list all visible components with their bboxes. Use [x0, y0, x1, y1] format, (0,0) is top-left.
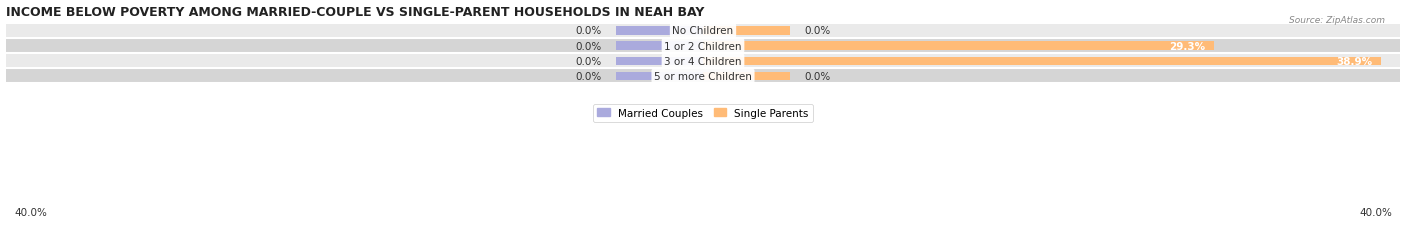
Bar: [616, 57, 703, 66]
Bar: [616, 42, 703, 51]
Text: 0.0%: 0.0%: [575, 57, 602, 67]
Bar: [703, 27, 790, 36]
Text: 38.9%: 38.9%: [1337, 57, 1372, 67]
Text: Source: ZipAtlas.com: Source: ZipAtlas.com: [1289, 16, 1385, 25]
Bar: [6, 54, 1400, 69]
Text: 29.3%: 29.3%: [1168, 41, 1205, 51]
Text: 0.0%: 0.0%: [575, 26, 602, 36]
Bar: [6, 39, 1400, 54]
Text: 0.0%: 0.0%: [575, 72, 602, 82]
Bar: [616, 73, 703, 81]
Bar: [6, 69, 1400, 84]
Text: No Children: No Children: [672, 26, 734, 36]
Bar: [703, 57, 1381, 66]
Text: 0.0%: 0.0%: [804, 72, 831, 82]
Text: 40.0%: 40.0%: [1360, 207, 1392, 217]
Bar: [6, 24, 1400, 39]
Text: 40.0%: 40.0%: [14, 207, 46, 217]
Text: INCOME BELOW POVERTY AMONG MARRIED-COUPLE VS SINGLE-PARENT HOUSEHOLDS IN NEAH BA: INCOME BELOW POVERTY AMONG MARRIED-COUPL…: [6, 6, 704, 18]
Bar: [616, 27, 703, 36]
Text: 5 or more Children: 5 or more Children: [654, 72, 752, 82]
Bar: [703, 42, 1213, 51]
Text: 0.0%: 0.0%: [575, 41, 602, 51]
Bar: [703, 73, 790, 81]
Text: 1 or 2 Children: 1 or 2 Children: [664, 41, 742, 51]
Legend: Married Couples, Single Parents: Married Couples, Single Parents: [593, 104, 813, 122]
Text: 0.0%: 0.0%: [804, 26, 831, 36]
Text: 3 or 4 Children: 3 or 4 Children: [664, 57, 742, 67]
